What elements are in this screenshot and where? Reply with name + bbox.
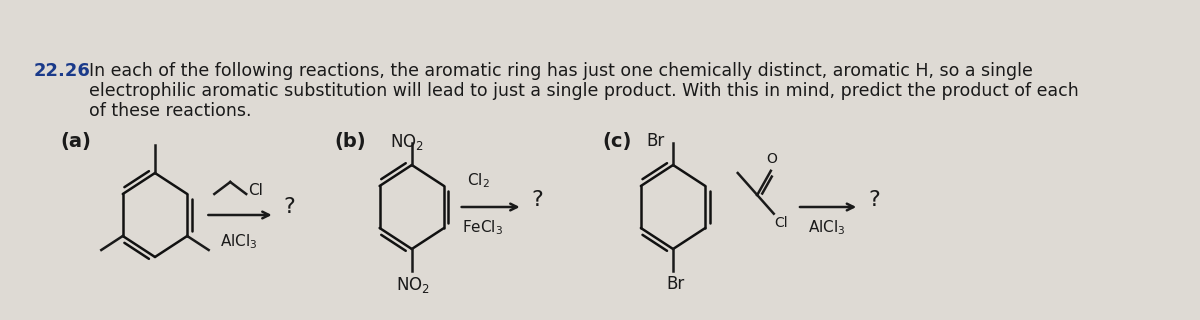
Text: Cl: Cl bbox=[248, 182, 263, 197]
Text: AlCl$_3$: AlCl$_3$ bbox=[808, 218, 845, 237]
Text: (b): (b) bbox=[335, 132, 366, 151]
Text: AlCl$_3$: AlCl$_3$ bbox=[220, 232, 257, 251]
Text: O: O bbox=[767, 152, 778, 166]
Text: Br: Br bbox=[647, 132, 665, 150]
Text: Cl: Cl bbox=[775, 216, 788, 230]
Text: 22.26: 22.26 bbox=[34, 62, 90, 80]
Text: (c): (c) bbox=[602, 132, 631, 151]
Text: ?: ? bbox=[283, 197, 295, 217]
Text: of these reactions.: of these reactions. bbox=[89, 102, 251, 120]
Text: In each of the following reactions, the aromatic ring has just one chemically di: In each of the following reactions, the … bbox=[89, 62, 1032, 80]
Text: Cl$_2$: Cl$_2$ bbox=[467, 171, 490, 190]
Text: NO$_2$: NO$_2$ bbox=[396, 275, 430, 295]
Text: (a): (a) bbox=[60, 132, 91, 151]
Text: electrophilic aromatic substitution will lead to just a single product. With thi: electrophilic aromatic substitution will… bbox=[89, 82, 1079, 100]
Text: ?: ? bbox=[532, 190, 544, 210]
Text: Br: Br bbox=[666, 275, 684, 293]
Text: NO$_2$: NO$_2$ bbox=[390, 132, 424, 152]
Text: ?: ? bbox=[868, 190, 880, 210]
Text: FeCl$_3$: FeCl$_3$ bbox=[462, 218, 503, 237]
